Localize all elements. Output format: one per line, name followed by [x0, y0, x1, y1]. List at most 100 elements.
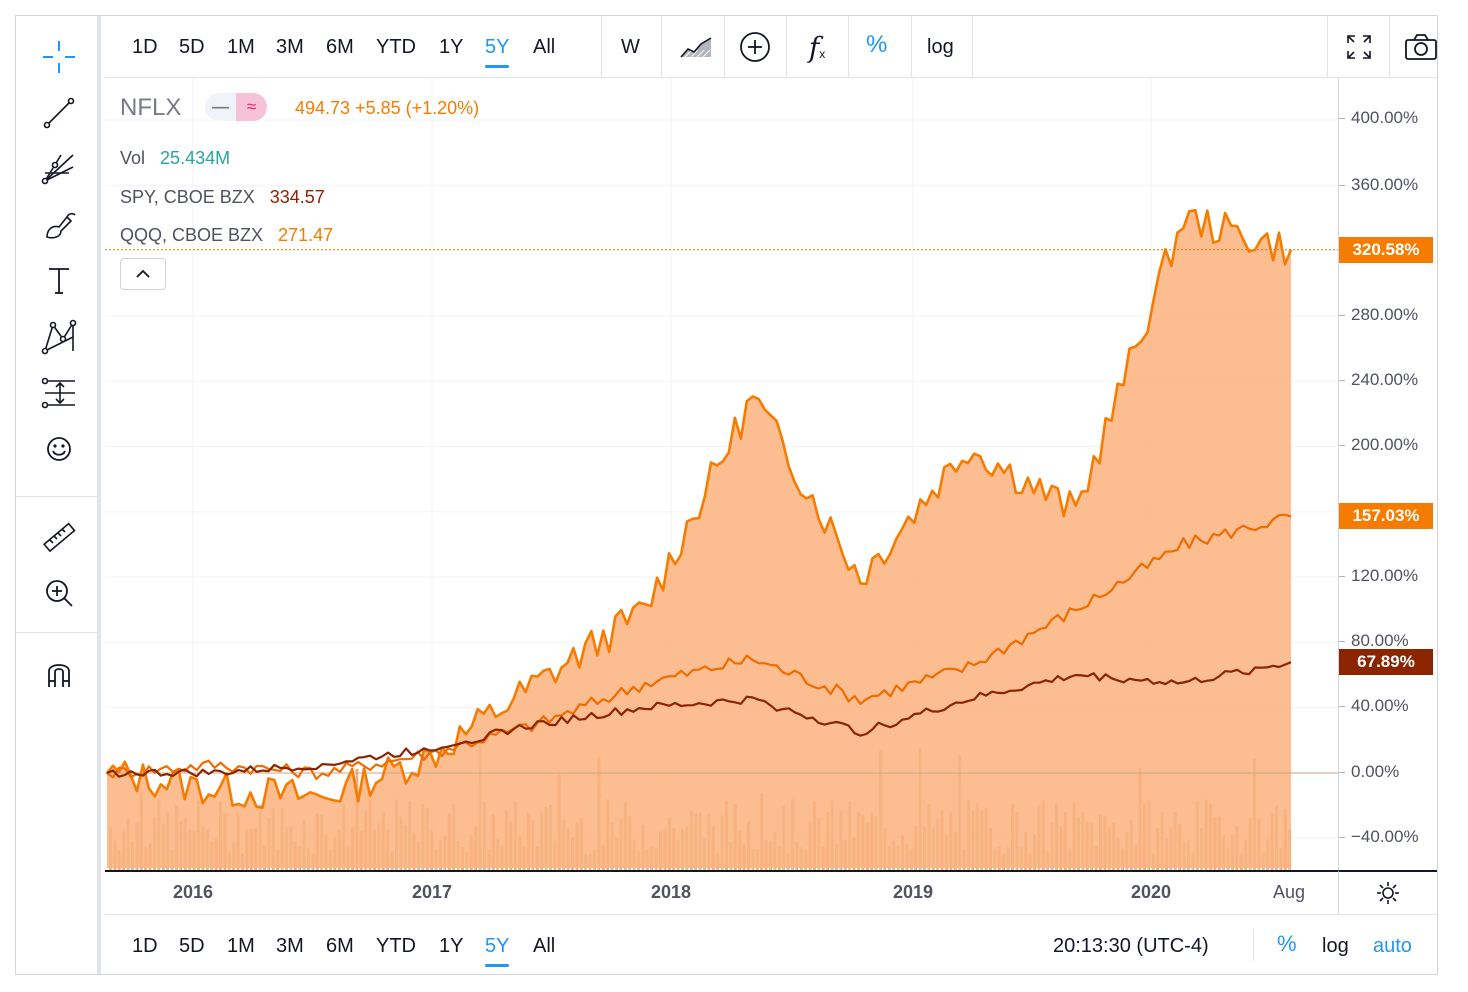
toolbar-divider — [972, 16, 973, 78]
symbol-name[interactable]: NFLX — [120, 94, 182, 121]
timeframe-1d[interactable]: 1D — [132, 36, 158, 58]
drawing-toolbar — [16, 16, 101, 974]
toolbar-divider — [911, 16, 912, 78]
compare-symbol-value: 334.57 — [269, 187, 325, 207]
bottom-toolbar: 1D 5D 1M 3M 6M YTD 1Y 5Y All 20:13:30 (U… — [105, 914, 1437, 974]
timeframe-3m[interactable]: 3M — [276, 36, 304, 58]
bottom-log-button[interactable]: log — [1322, 935, 1349, 957]
volume-value: 25.434M — [160, 148, 231, 168]
toolbar-divider — [661, 16, 662, 78]
legend-compare-row-spy: SPY, CBOE BZX 334.57 — [120, 187, 325, 208]
magnet-icon[interactable] — [36, 650, 82, 696]
bottom-timeframe-1d[interactable]: 1D — [132, 935, 158, 957]
fib-fan-icon[interactable] — [36, 146, 82, 192]
approx-icon[interactable]: ≈ — [236, 93, 267, 121]
time-tick: 2019 — [892, 882, 934, 902]
log-scale-button[interactable]: log — [927, 36, 954, 58]
time-tick: 2018 — [650, 882, 692, 902]
price-scale[interactable]: 400.00% 360.00% 280.00% 240.00% 200.00% … — [1338, 78, 1437, 870]
price-tick: −40.00% — [1339, 827, 1419, 846]
minus-icon[interactable]: — — [212, 97, 229, 116]
timeframe-1y[interactable]: 1Y — [439, 36, 464, 58]
percent-scale-button[interactable]: % — [866, 31, 888, 58]
price-tick: 400.00% — [1338, 108, 1419, 127]
toolbar-divider — [848, 16, 849, 78]
chart-type-area-icon[interactable] — [671, 26, 721, 68]
price-tick: 280.00% — [1338, 305, 1419, 324]
legend-volume-row: Vol 25.434M — [120, 148, 230, 169]
bottom-timeframe-5d[interactable]: 5D — [179, 935, 205, 957]
time-tick: 2017 — [411, 882, 453, 902]
timeframe-ytd[interactable]: YTD — [376, 36, 416, 58]
price-tick: 0.00% — [1338, 762, 1400, 781]
crosshair-icon[interactable] — [36, 34, 82, 80]
timeframe-6m[interactable]: 6M — [326, 36, 354, 58]
time-scale[interactable]: 2016 2017 2018 2019 2020 Aug — [105, 870, 1338, 914]
chart-settings-button[interactable] — [1338, 870, 1437, 914]
compare-symbol-label[interactable]: QQQ, CBOE BZX — [120, 225, 264, 245]
timeframe-all[interactable]: All — [533, 36, 556, 58]
toolbar-divider — [1389, 16, 1390, 78]
chart-canvas[interactable] — [105, 78, 1338, 870]
chart-pane[interactable]: NFLX — ≈ 494.73 +5.85 (+1.20%) Vol 25.43… — [105, 78, 1338, 870]
bottom-timeframe-3m[interactable]: 3M — [276, 935, 304, 957]
last-value-label-nflx: 320.58% — [1339, 237, 1433, 263]
bottom-timeframe-6m[interactable]: 6M — [326, 935, 354, 957]
ruler-icon[interactable] — [36, 514, 82, 560]
compare-add-icon[interactable] — [734, 26, 776, 68]
pattern-icon[interactable] — [36, 314, 82, 360]
fullscreen-icon[interactable] — [1338, 26, 1380, 68]
bottom-timeframe-all[interactable]: All — [533, 935, 556, 957]
nflx-area-fill — [107, 210, 1291, 868]
toolbar-divider — [1253, 929, 1254, 961]
toolbar-divider — [16, 632, 101, 633]
legend-collapse-button[interactable] — [120, 258, 166, 290]
compare-symbol-label[interactable]: SPY, CBOE BZX — [120, 187, 255, 207]
smiley-icon[interactable] — [36, 426, 82, 472]
text-tool-icon[interactable] — [36, 258, 82, 304]
last-value-label-qqq: 157.03% — [1339, 503, 1433, 529]
legend-main-value: 494.73 +5.85 (+1.20%) — [295, 98, 479, 119]
trend-line-icon[interactable] — [36, 90, 82, 136]
bottom-timeframe-ytd[interactable]: YTD — [376, 935, 416, 957]
timeframe-5d[interactable]: 5D — [179, 36, 205, 58]
legend-style-toggle[interactable]: — ≈ — [205, 93, 267, 121]
toolbar-divider — [786, 16, 787, 78]
measure-projection-icon[interactable] — [36, 370, 82, 416]
toolbar-divider — [1327, 16, 1328, 78]
time-tick: 2020 — [1130, 882, 1172, 902]
price-tick: 200.00% — [1338, 435, 1419, 454]
interval-button[interactable]: W — [621, 36, 640, 58]
time-tick: Aug — [1272, 882, 1306, 902]
nflx-series-line — [105, 208, 1293, 809]
price-tick: 120.00% — [1338, 566, 1419, 585]
zoom-in-icon[interactable] — [36, 570, 82, 616]
time-tick: 2016 — [172, 882, 214, 902]
bottom-auto-button[interactable]: auto — [1373, 935, 1412, 957]
bottom-timeframe-5y[interactable]: 5Y — [485, 935, 510, 967]
bottom-percent-button[interactable]: % — [1277, 931, 1297, 956]
indicators-icon[interactable]: f x — [808, 30, 826, 64]
legend-compare-row-qqq: QQQ, CBOE BZX 271.47 — [120, 225, 333, 246]
legend-main-row: NFLX — [120, 94, 181, 122]
price-tick: 360.00% — [1338, 175, 1419, 194]
bottom-timeframe-1y[interactable]: 1Y — [439, 935, 464, 957]
clock-display[interactable]: 20:13:30 (UTC-4) — [1053, 935, 1209, 957]
chevron-up-icon — [136, 269, 150, 278]
sun-gear-icon — [1377, 882, 1399, 904]
toolbar-divider — [724, 16, 725, 78]
spy-series-line — [106, 661, 1292, 778]
camera-icon[interactable] — [1399, 26, 1443, 68]
qqq-series-line — [106, 513, 1292, 781]
bottom-timeframe-1m[interactable]: 1M — [227, 935, 255, 957]
volume-label: Vol — [120, 148, 146, 168]
compare-symbol-value: 271.47 — [278, 225, 334, 245]
chart-widget: 1D 5D 1M 3M 6M YTD 1Y 5Y All W f x % log — [15, 15, 1438, 975]
brush-icon[interactable] — [36, 202, 82, 248]
timeframe-5y[interactable]: 5Y — [485, 36, 510, 68]
toolbar-divider — [16, 496, 101, 497]
timeframe-1m[interactable]: 1M — [227, 36, 255, 58]
main-series-value: 494.73 +5.85 (+1.20%) — [295, 98, 480, 118]
toolbar-divider — [601, 16, 602, 78]
price-tick: 240.00% — [1338, 370, 1419, 389]
